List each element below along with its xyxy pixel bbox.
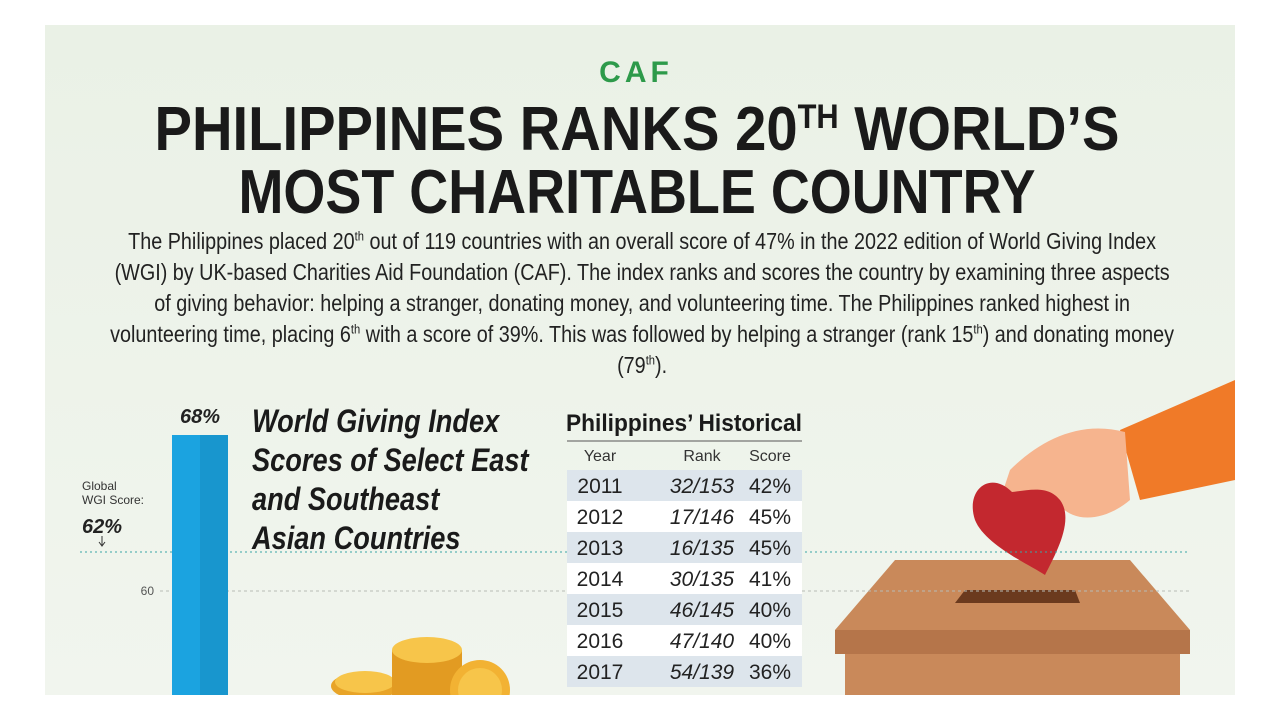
text-run: ). <box>655 352 668 378</box>
bar-shade <box>200 435 228 695</box>
donation-box <box>835 560 1190 695</box>
chart-title: Asian Countries <box>251 521 460 557</box>
headline: PHILIPPINES RANKS 20TH WORLD’S <box>155 95 1120 164</box>
table-cell: 54/139 <box>670 661 735 684</box>
headline-part: WORLD’S <box>839 95 1120 164</box>
table-header: Year <box>584 448 617 465</box>
brand: CAF <box>599 56 673 89</box>
table-cell: 32/153 <box>670 475 735 498</box>
chart-title: and Southeast <box>252 482 440 518</box>
table-cell: 2011 <box>577 475 622 498</box>
text-run: with a score of 39%. This was followed b… <box>360 321 974 347</box>
global-value: 62% <box>82 516 122 538</box>
headline: MOST CHARITABLE COUNTRY <box>239 158 1036 227</box>
table-row <box>567 470 802 501</box>
global-label: WGI Score: <box>82 493 144 507</box>
bar-value-label: 68% <box>180 406 220 428</box>
superscript: th <box>350 321 361 337</box>
table-header: Rank <box>683 448 721 465</box>
headline-part: PHILIPPINES RANKS 20 <box>155 95 798 164</box>
table-cell: 47/140 <box>670 630 735 653</box>
superscript: th <box>645 352 656 368</box>
arrow <box>98 536 106 547</box>
superscript: th <box>354 228 365 244</box>
table-cell: 36% <box>749 661 791 684</box>
chart-title: Scores of Select East <box>252 443 530 479</box>
table-row <box>567 594 802 625</box>
table-cell: 40% <box>749 630 791 653</box>
text-run: out of 119 countries with an overall sco… <box>110 228 1170 347</box>
table-row <box>567 656 802 687</box>
table-cell: 2016 <box>577 630 624 653</box>
table-header: Score <box>749 448 791 465</box>
table-cell: 2015 <box>577 599 624 622</box>
table-cell: 2013 <box>577 537 624 560</box>
text-run: ) and donating money (79 <box>617 321 1175 378</box>
table-cell: 46/145 <box>670 599 735 622</box>
body-text: The Philippines placed 20th out of 119 c… <box>105 226 1180 381</box>
history-table: Philippines’ Historical Year Rank Score 2011… <box>566 410 802 687</box>
superscript: th <box>973 321 983 337</box>
table-cell: 16/135 <box>670 537 735 560</box>
table-row <box>567 625 802 656</box>
text-run: The Philippines placed 20 <box>128 228 355 254</box>
table-cell: 30/135 <box>670 568 735 591</box>
table-row <box>567 563 802 594</box>
table-title: Philippines’ Historical <box>566 410 802 437</box>
table-cell: 45% <box>749 537 791 560</box>
table-cell: 45% <box>749 506 791 529</box>
headline-sup: TH <box>798 98 839 136</box>
table-cell: 41% <box>749 568 791 591</box>
coins <box>331 637 510 695</box>
chart-title: World Giving Index <box>252 404 501 440</box>
global-label: Global <box>82 479 117 493</box>
table-row <box>567 532 802 563</box>
table-cell: 40% <box>749 599 791 622</box>
table-row <box>567 501 802 532</box>
table-cell: 2014 <box>577 568 624 591</box>
table-cell: 2017 <box>577 661 624 684</box>
table-cell: 2012 <box>577 506 624 529</box>
bar <box>172 435 228 695</box>
table-cell: 17/146 <box>670 506 735 529</box>
table-cell: 42% <box>749 475 791 498</box>
hand <box>972 380 1235 575</box>
y-tick-label: 60 <box>141 584 155 598</box>
